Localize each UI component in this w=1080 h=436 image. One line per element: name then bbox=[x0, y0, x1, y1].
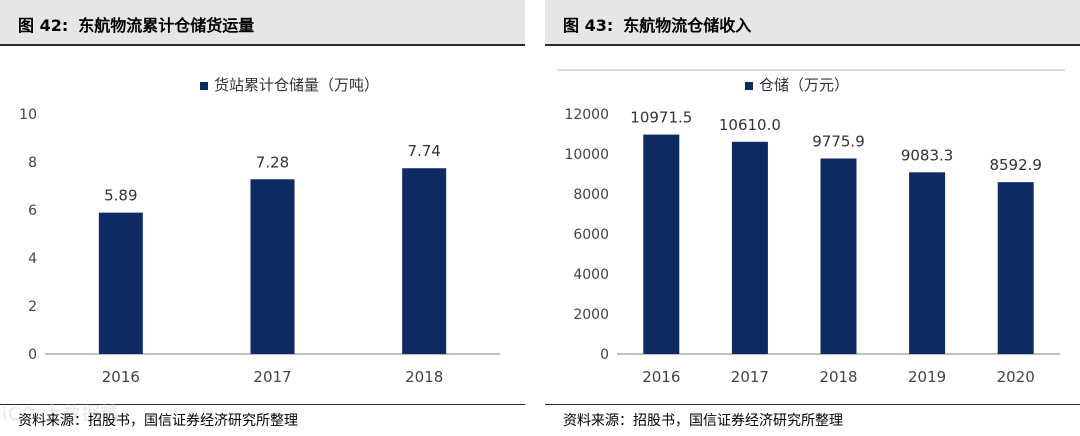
y-tick-label: 8 bbox=[28, 155, 37, 171]
bar-2016 bbox=[643, 134, 680, 354]
data-label-2019: 9083.3 bbox=[901, 146, 954, 164]
legend-label: 仓储（万元） bbox=[759, 76, 849, 94]
legend-swatch bbox=[200, 82, 208, 90]
x-tick-label-2016: 2016 bbox=[102, 368, 140, 386]
y-tick-label: 2 bbox=[28, 299, 37, 315]
data-label-2017: 10610.0 bbox=[719, 116, 781, 134]
data-label-2020: 8592.9 bbox=[989, 156, 1041, 174]
figure-42-title: 图 42: 东航物流累计仓储货运量 bbox=[18, 12, 254, 36]
legend-label: 货站累计仓储量（万吨） bbox=[214, 76, 379, 94]
bar-2017 bbox=[250, 179, 295, 354]
bar-2016 bbox=[98, 212, 143, 354]
figure-42-label: 图 42: bbox=[18, 16, 69, 35]
figure-42-source: 资料来源：招股书，国信证券经济研究所整理 bbox=[18, 413, 298, 429]
figure-43-panel: 图 43: 东航物流仓储收入 仓储（万元） 0 2000 4000 6000 8000 100… bbox=[545, 0, 1080, 436]
x-tick-label-2018: 2018 bbox=[819, 368, 857, 386]
y-tick-label: 6 bbox=[28, 203, 37, 219]
y-tick-label: 4000 bbox=[573, 267, 609, 283]
figure-42-panel: 图 42: 东航物流累计仓储货运量 货站累计仓储量（万吨） 0 2 4 6 8 10 5.89 2… bbox=[0, 0, 525, 436]
chart-legend: 货站累计仓储量（万吨） bbox=[200, 76, 379, 94]
bar-2018 bbox=[820, 158, 857, 354]
x-tick-label-2018: 2018 bbox=[405, 368, 443, 386]
figure-42-title-text: 东航物流累计仓储货运量 bbox=[78, 16, 255, 35]
y-tick-label: 4 bbox=[28, 251, 37, 267]
figure-43-title-text: 东航物流仓储收入 bbox=[623, 16, 752, 35]
y-tick-label: 12000 bbox=[564, 107, 609, 123]
bar-2018 bbox=[402, 168, 447, 354]
data-label-2016: 5.89 bbox=[104, 187, 137, 205]
x-tick-label-2017: 2017 bbox=[253, 368, 291, 386]
figure-43-divider bbox=[545, 404, 1080, 405]
y-tick-label: 2000 bbox=[573, 307, 609, 323]
x-tick-label-2019: 2019 bbox=[908, 368, 946, 386]
figure-42-header: 图 42: 东航物流累计仓储货运量 bbox=[0, 0, 525, 46]
data-label-2016: 10971.5 bbox=[630, 109, 692, 127]
figure-43-source: 资料来源：招股书，国信证券经济研究所整理 bbox=[563, 413, 843, 429]
x-tick-label-2020: 2020 bbox=[997, 368, 1035, 386]
data-label-2017: 7.28 bbox=[256, 153, 289, 171]
legend-swatch bbox=[745, 82, 753, 90]
figure-42-divider bbox=[0, 404, 525, 405]
x-tick-label-2017: 2017 bbox=[731, 368, 769, 386]
figure-43-title: 图 43: 东航物流仓储收入 bbox=[563, 12, 751, 36]
y-tick-label: 10000 bbox=[564, 147, 609, 163]
chart-legend: 仓储（万元） bbox=[745, 76, 849, 94]
figure-43-label: 图 43: bbox=[563, 16, 614, 35]
figure-43-header: 图 43: 东航物流仓储收入 bbox=[545, 0, 1080, 46]
y-tick-label: 10 bbox=[19, 107, 37, 123]
watermark: iCO 大数据精 bbox=[2, 404, 120, 425]
bar-2017 bbox=[731, 141, 768, 354]
bar-2019 bbox=[909, 172, 946, 354]
y-tick-label: 0 bbox=[600, 347, 609, 363]
x-tick-label-2016: 2016 bbox=[642, 368, 680, 386]
data-label-2018: 7.74 bbox=[407, 142, 440, 160]
figure-42-chart: 货站累计仓储量（万吨） 0 2 4 6 8 10 5.89 2016 7.28 2017 7.74 20… bbox=[19, 76, 500, 386]
figure-43-chart: 仓储（万元） 0 2000 4000 6000 8000 10000 12000 10971.5… bbox=[557, 69, 1065, 386]
y-tick-label: 0 bbox=[28, 347, 37, 363]
y-tick-label: 8000 bbox=[573, 187, 609, 203]
y-tick-label: 6000 bbox=[573, 227, 609, 243]
data-label-2018: 9775.9 bbox=[812, 132, 865, 150]
bar-2020 bbox=[997, 182, 1034, 354]
